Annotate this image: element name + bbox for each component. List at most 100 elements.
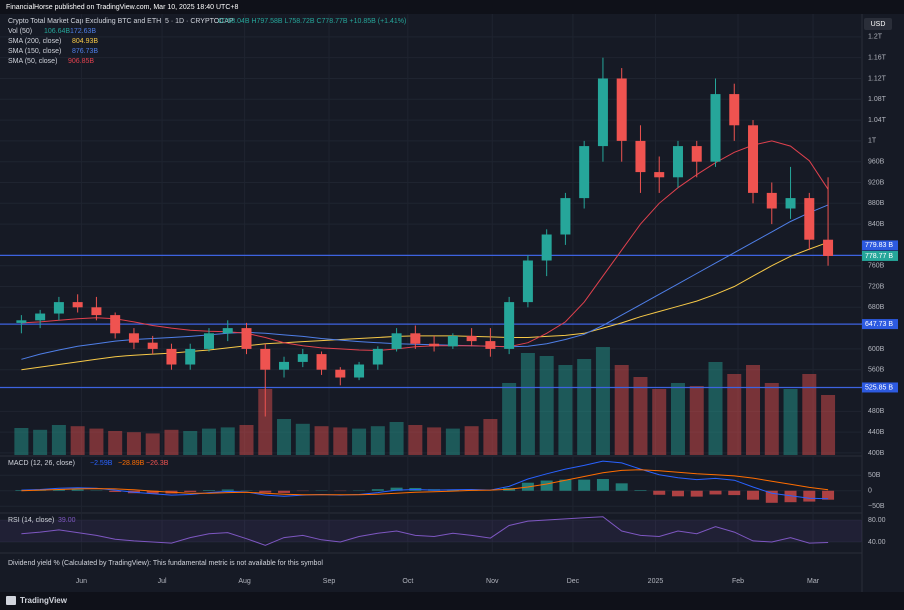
x-tick-label: Feb — [732, 578, 744, 585]
macd-histogram — [184, 490, 197, 492]
volume-bar — [427, 427, 442, 455]
ohlc: O768.04B H797.58B L758.72B C778.77B +10.… — [218, 18, 406, 25]
symbol-title: Crypto Total Market Cap Excluding BTC an… — [8, 18, 234, 25]
volume-bar — [802, 374, 817, 455]
candle-body — [823, 239, 834, 256]
candle-body — [372, 348, 383, 365]
last-price-label: 778.77 B — [865, 253, 893, 260]
macd-histogram — [671, 490, 684, 497]
x-tick-label: Oct — [402, 578, 413, 585]
legend-label: SMA (150, close) — [8, 48, 61, 55]
candle-body — [804, 198, 815, 240]
y-tick-label: 1T — [868, 138, 877, 145]
candle-body — [260, 348, 271, 370]
candle-body — [560, 198, 571, 235]
volume-bar — [389, 422, 404, 455]
footer-note: Dividend yield % (Calculated by TradingV… — [8, 560, 323, 567]
volume-bar — [539, 356, 554, 455]
macd-histogram — [371, 489, 384, 491]
x-tick-label: Jul — [158, 578, 167, 585]
macd-histogram — [709, 490, 722, 495]
currency[interactable]: USD — [871, 21, 886, 28]
volume-bar — [445, 428, 460, 455]
y-tick-label: 1.12T — [868, 75, 887, 82]
candle-body — [316, 354, 327, 370]
candle-body — [16, 320, 27, 323]
candle-body — [354, 364, 365, 378]
y-tick-label: 0 — [868, 488, 872, 495]
sma-line — [21, 140, 829, 352]
candle-body — [203, 333, 214, 349]
macd-value: −26.3B — [146, 460, 169, 467]
macd-histogram — [52, 489, 65, 491]
bottom-bar — [0, 592, 904, 610]
level-tag — [862, 319, 898, 330]
legend-value: 106.64B — [44, 28, 70, 35]
y-tick-label: 50B — [868, 472, 881, 479]
publisher: FinancialHorse published on TradingView.… — [6, 4, 238, 11]
currency-button[interactable] — [864, 18, 892, 30]
y-tick-label: 960B — [868, 159, 885, 166]
y-tick-label: 1.2T — [868, 34, 883, 41]
macd-histogram — [634, 490, 647, 491]
volume-bar — [277, 419, 292, 455]
volume-bar — [689, 386, 704, 455]
legend-label: SMA (200, close) — [8, 38, 61, 45]
volume-bar — [51, 425, 66, 455]
y-tick-label: 480B — [868, 408, 885, 415]
volume-bar — [201, 428, 216, 455]
legend-value: 804.93B — [72, 38, 98, 45]
legend-value: 876.73B — [72, 48, 98, 55]
y-tick-label: 720B — [868, 283, 885, 290]
y-tick-label: 560B — [868, 367, 885, 374]
level-label: 525.85 B — [865, 384, 893, 391]
macd-title: MACD (12, 26, close) — [8, 460, 75, 467]
macd-histogram — [259, 490, 272, 493]
macd-histogram — [146, 490, 159, 494]
macd-value: −28.89B — [118, 460, 145, 467]
candle-body — [447, 335, 458, 347]
macd-value: −2.59B — [90, 460, 113, 467]
volume-bar — [145, 433, 160, 455]
candle-body — [297, 354, 308, 362]
y-tick-label: 400B — [868, 450, 885, 457]
y-tick-label: 680B — [868, 304, 885, 311]
candle-body — [635, 140, 646, 173]
macd-histogram — [559, 479, 572, 491]
candle-body — [522, 260, 533, 303]
legend-value: 906.85B — [68, 58, 94, 65]
candle-body — [391, 333, 402, 349]
volume-bar — [126, 432, 141, 455]
y-tick-label: 920B — [868, 179, 885, 186]
candle-body — [710, 94, 721, 162]
volume-bar — [746, 365, 761, 455]
volume-bar — [183, 431, 198, 455]
macd-histogram — [784, 490, 797, 503]
candle-body — [541, 234, 552, 261]
legend-value: 172.63B — [70, 28, 96, 35]
volume-bar — [483, 419, 498, 455]
candle-body — [279, 361, 290, 370]
candle-body — [166, 348, 177, 365]
level-label: 779.83 B — [865, 242, 893, 249]
macd-histogram — [822, 490, 835, 500]
volume-bar — [633, 377, 648, 455]
candle-body — [672, 146, 683, 178]
rsi-title: RSI (14, close) — [8, 517, 54, 524]
volume-bar — [333, 427, 348, 455]
volume-bar — [370, 426, 385, 455]
candle-body — [110, 315, 121, 334]
macd-histogram — [728, 490, 741, 496]
candle-body — [654, 172, 665, 178]
volume-bar — [783, 389, 798, 455]
macd-histogram — [540, 480, 553, 491]
volume-bar — [520, 353, 535, 455]
macd-histogram — [221, 489, 234, 491]
volume-bar — [108, 431, 123, 455]
y-tick-label: 600B — [868, 346, 885, 353]
volume-bar — [764, 383, 779, 455]
macd-histogram — [278, 490, 291, 493]
candle-body — [410, 333, 421, 344]
volume-bar — [239, 425, 254, 455]
